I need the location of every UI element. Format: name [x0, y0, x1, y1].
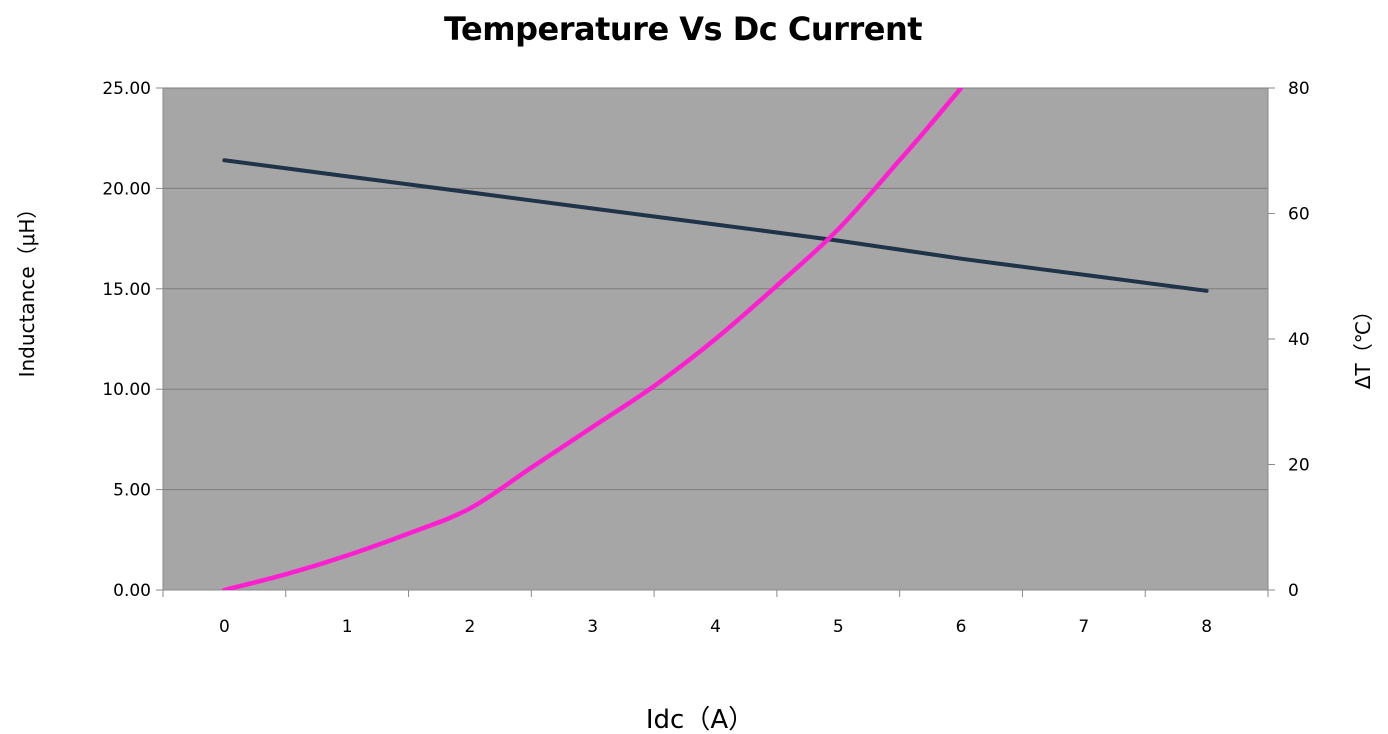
x-tick-label: 7 — [1078, 617, 1089, 637]
x-tick-label: 3 — [587, 617, 598, 637]
x-tick-label: 2 — [465, 617, 476, 637]
y-right-tick-label: 0 — [1288, 581, 1299, 601]
x-tick-label: 8 — [1201, 617, 1212, 637]
x-tick-label: 6 — [956, 617, 967, 637]
y-left-tick-label: 25.00 — [102, 79, 151, 99]
x-tick-label: 1 — [342, 617, 353, 637]
y-left-tick-label: 20.00 — [102, 179, 151, 199]
x-tick-label: 5 — [833, 617, 844, 637]
tick-labels: 0.00 5.00 10.00 15.00 20.00 25.00 0 20 40 60 80 0 1 2… — [102, 79, 1309, 637]
series-line-left-axis — [222, 158, 1209, 293]
gridlines — [163, 87, 1268, 491]
x-axis-title: Idc（A） — [646, 705, 754, 734]
y-right-tick-label: 80 — [1288, 79, 1310, 99]
y-right-tick-label: 20 — [1288, 456, 1310, 476]
y-axis-left-title: Inductance（μH） — [15, 199, 39, 378]
x-tick-label: 4 — [710, 617, 721, 637]
axes — [156, 87, 1275, 597]
y-right-tick-label: 40 — [1288, 330, 1310, 350]
x-tick-label: 0 — [219, 617, 230, 637]
y-axis-right-title: ΔT（℃） — [1351, 301, 1375, 389]
y-left-tick-label: 0.00 — [113, 581, 151, 601]
y-left-tick-label: 10.00 — [102, 380, 151, 400]
series-layer — [222, 88, 1209, 590]
y-left-tick-label: 5.00 — [113, 481, 151, 501]
y-left-tick-label: 15.00 — [102, 280, 151, 300]
series-line-right-axis — [222, 88, 964, 590]
y-right-tick-label: 60 — [1288, 205, 1310, 225]
chart-title: Temperature Vs Dc Current — [443, 10, 923, 48]
